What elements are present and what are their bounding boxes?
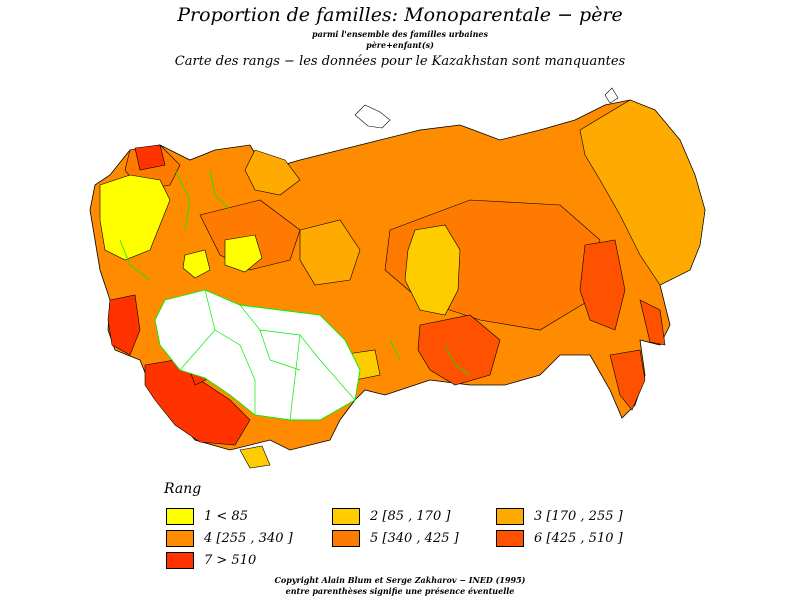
legend-swatch — [496, 508, 524, 525]
map-region-ukraine-rank7 — [107, 294, 141, 356]
map-region-arctic-islands — [354, 104, 391, 129]
map-title: Proportion de familles: Monoparentale − … — [177, 4, 623, 26]
legend-swatch — [166, 552, 194, 569]
map-region-caucasus-rank2 — [239, 445, 271, 469]
kazakhstan-internal-borders — [179, 289, 356, 421]
map-region-central-rank3 — [299, 219, 361, 286]
map-region-central-rank1 — [224, 234, 263, 273]
map-region-lake-baikal-rank6 — [417, 314, 501, 386]
map-region-arctic-island-east — [604, 87, 619, 104]
western-minor-borders — [119, 169, 471, 376]
map-region-sakhalin-rank6 — [639, 299, 666, 346]
map-region-primorye-rank6 — [609, 349, 646, 411]
legend-label: 6 [425 , 510 ] — [534, 531, 623, 546]
map-region-volga-rank1 — [182, 249, 211, 279]
legend-item-rank-6: 6 [425 , 510 ] — [496, 530, 623, 547]
legend-label: 2 [85 , 170 ] — [370, 509, 451, 524]
map-region-far-east-rank3 — [579, 99, 706, 286]
legend-swatch — [496, 530, 524, 547]
legend-label: 1 < 85 — [204, 509, 248, 524]
legend-label: 3 [170 , 255 ] — [534, 509, 623, 524]
legend-item-rank-1: 1 < 85 — [166, 508, 248, 525]
map-region-krasnoyarsk-rank2 — [404, 224, 461, 316]
map-region-north-rank3 — [244, 149, 301, 196]
legend-swatch — [332, 530, 360, 547]
legend-item-rank-2: 2 [85 , 170 ] — [332, 508, 450, 525]
legend-item-rank-3: 3 [170 , 255 ] — [496, 508, 623, 525]
map-subtitle-family-type: père+enfant(s) — [366, 40, 434, 50]
map-region-far-east-rank6 — [579, 239, 626, 331]
footnote: entre parenthèses signifie une présence … — [285, 586, 515, 596]
map-subtitle-population: parmi l'ensemble des familles urbaines — [311, 29, 489, 39]
legend-item-rank-4: 4 [255 , 340 ] — [166, 530, 293, 547]
legend-label: 7 > 510 — [204, 553, 257, 568]
legend-title: Rang — [164, 481, 202, 497]
legend-item-rank-5: 5 [340 , 425 ] — [332, 530, 459, 547]
legend-swatch — [166, 508, 194, 525]
copyright-footer: Copyright Alain Blum et Serge Zakharov −… — [274, 575, 526, 585]
legend-label: 5 [340 , 425 ] — [370, 531, 459, 546]
map-subtitle-note: Carte des rangs − les données pour le Ka… — [174, 54, 626, 69]
map-region-baltic-rank1 — [99, 174, 171, 261]
legend-swatch — [166, 530, 194, 547]
map-region-kazakhstan-missing — [154, 289, 361, 421]
legend-swatch — [332, 508, 360, 525]
map-region-north-rank7 — [134, 144, 166, 171]
legend-item-rank-7: 7 > 510 — [166, 552, 256, 569]
legend-label: 4 [255 , 340 ] — [204, 531, 293, 546]
